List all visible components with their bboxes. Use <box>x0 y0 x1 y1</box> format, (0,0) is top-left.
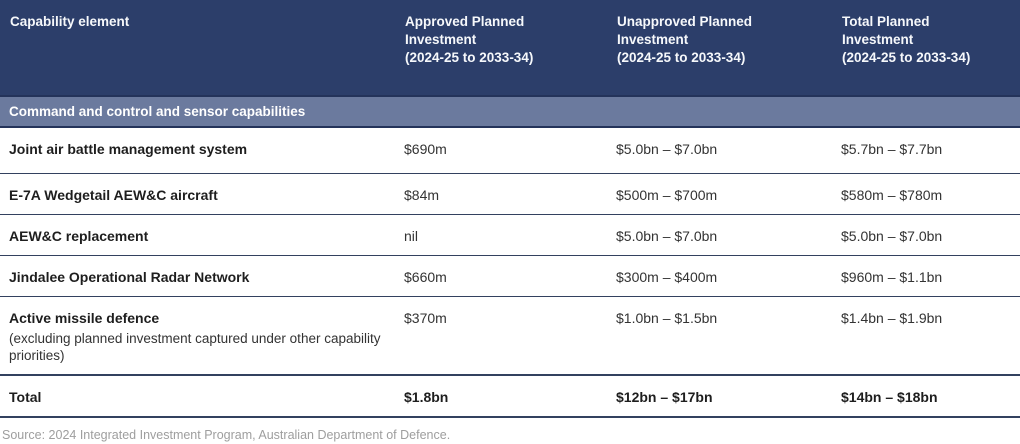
total-label: Total <box>0 374 395 418</box>
column-header-approved-investment: Approved Planned Investment (2024-25 to … <box>395 0 607 97</box>
unapproved-value: $500m – $700m <box>607 173 832 215</box>
approved-value: nil <box>395 214 607 256</box>
header-row: Capability element Approved Planned Inve… <box>0 0 1020 97</box>
total-approved-value: $1.8bn <box>395 374 607 418</box>
table-row: AEW&C replacement nil $5.0bn – $7.0bn $5… <box>0 214 1020 256</box>
approved-value: $690m <box>395 127 607 174</box>
table-row: Jindalee Operational Radar Network $660m… <box>0 255 1020 297</box>
capability-name: Jindalee Operational Radar Network <box>0 255 395 297</box>
total-value: $5.7bn – $7.7bn <box>832 127 1020 174</box>
unapproved-value: $5.0bn – $7.0bn <box>607 127 832 174</box>
capability-name: Joint air battle management system <box>0 127 395 174</box>
column-header-total-investment: Total Planned Investment (2024-25 to 203… <box>832 0 1020 97</box>
total-value: $580m – $780m <box>832 173 1020 215</box>
unapproved-value: $5.0bn – $7.0bn <box>607 214 832 256</box>
table-row: Joint air battle management system $690m… <box>0 127 1020 174</box>
approved-value: $84m <box>395 173 607 215</box>
column-header-unapproved-investment: Unapproved Planned Investment (2024-25 t… <box>607 0 832 97</box>
planned-investment-table: Capability element Approved Planned Inve… <box>0 0 1020 418</box>
table-header: Capability element Approved Planned Inve… <box>0 0 1020 97</box>
table-row: E-7A Wedgetail AEW&C aircraft $84m $500m… <box>0 173 1020 215</box>
column-header-capability-element: Capability element <box>0 0 395 97</box>
total-total-value: $14bn – $18bn <box>832 374 1020 418</box>
table-row: Active missile defence (excluding planne… <box>0 296 1020 376</box>
section-header-label: Command and control and sensor capabilit… <box>0 96 1020 128</box>
unapproved-value: $300m – $400m <box>607 255 832 297</box>
total-row: Total $1.8bn $12bn – $17bn $14bn – $18bn <box>0 374 1020 418</box>
capability-name: AEW&C replacement <box>0 214 395 256</box>
total-value: $5.0bn – $7.0bn <box>832 214 1020 256</box>
source-attribution: Source: 2024 Integrated Investment Progr… <box>2 427 451 442</box>
total-value: $960m – $1.1bn <box>832 255 1020 297</box>
capability-note: (excluding planned investment captured u… <box>9 330 381 363</box>
approved-value: $370m <box>395 296 607 376</box>
unapproved-value: $1.0bn – $1.5bn <box>607 296 832 376</box>
total-unapproved-value: $12bn – $17bn <box>607 374 832 418</box>
capability-name-with-note: Active missile defence (excluding planne… <box>0 296 395 376</box>
section-header-row: Command and control and sensor capabilit… <box>0 96 1020 128</box>
total-value: $1.4bn – $1.9bn <box>832 296 1020 376</box>
approved-value: $660m <box>395 255 607 297</box>
capability-name: E-7A Wedgetail AEW&C aircraft <box>0 173 395 215</box>
capability-name: Active missile defence <box>9 309 160 326</box>
